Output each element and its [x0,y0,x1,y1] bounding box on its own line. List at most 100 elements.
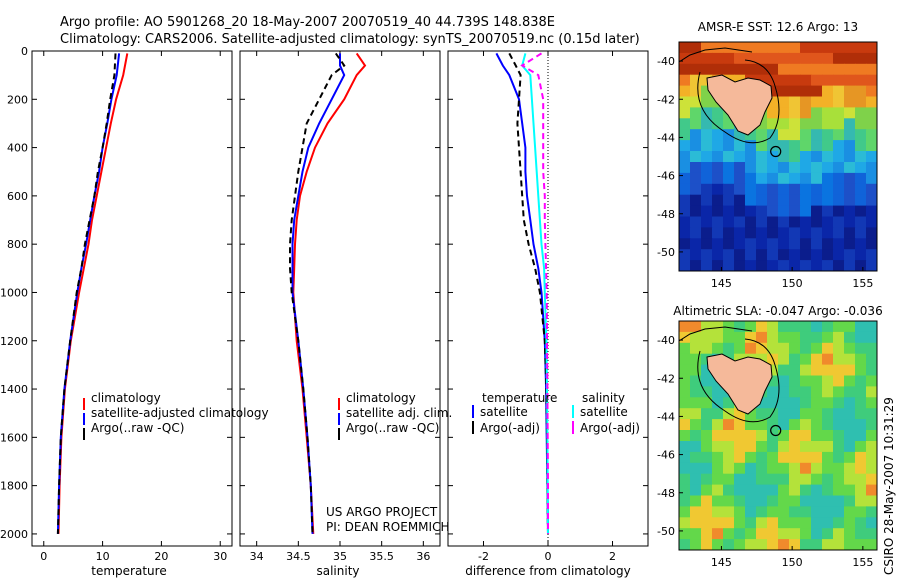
map-cell [855,162,867,174]
map-cell [745,506,757,518]
map-cell [866,172,877,185]
map-cell [756,227,768,239]
map-cell [767,107,779,119]
map-cell [701,397,713,409]
series-line-argo-raw-qc- [289,52,346,534]
map-cell [690,118,702,130]
difference-legend: temperature salinity satellite Argo(-adj… [472,391,640,435]
map-cell [723,397,735,409]
map-cell [800,249,812,261]
map-cell [822,430,834,442]
map-cell [811,495,823,507]
map-cell [767,118,779,130]
map-cell [800,451,812,464]
map-cell [767,517,779,529]
map-cell [844,321,856,333]
map-cell [833,63,845,76]
map-cell [690,364,702,377]
map-cell [855,321,867,333]
map-cell [855,129,867,141]
y-tick-label: 400 [7,142,28,155]
map-cell [745,462,757,475]
map-cell [811,74,823,87]
map-cell [844,140,856,152]
map-cell [811,151,823,163]
map-cell [679,353,691,366]
map-cell [723,238,735,250]
map-cell [855,539,867,550]
map-cell [767,249,779,261]
x-tick-label: 2 [609,550,616,563]
map-y-tick-label: -40 [657,334,675,347]
map-cell [712,249,724,261]
map-cell [866,342,877,355]
map-cell [833,85,845,98]
map-cell [833,517,845,529]
map-cell [866,238,877,250]
map-cell [800,430,812,442]
map-cell [767,430,779,442]
map-cell [690,430,702,442]
map-cell [855,506,867,518]
map-cell [822,140,834,152]
map-cell [723,227,735,239]
map-cell [833,118,845,130]
map-cell [701,408,713,420]
map-cell [756,342,768,355]
map-cell [756,140,768,152]
map-cell [679,194,691,207]
map-cell [822,408,834,420]
map-cell [789,260,801,271]
map-cell [701,260,713,271]
map-cell [833,375,845,387]
map-cell [690,107,702,119]
map-cell [800,331,812,344]
map-cell [778,107,790,119]
map-cell [679,260,691,271]
map-cell [756,506,768,518]
map-cell [844,528,856,540]
map-cell [734,430,746,442]
map-cell [800,441,812,453]
map-cell [844,85,856,98]
map-cell [756,462,768,475]
bathymetry-contour [697,59,780,144]
map-cell [844,42,856,54]
map-cell [833,194,845,207]
map-cell [778,386,790,398]
map-cell [855,528,867,540]
temperature-panel: temperature 0 10 20 30 0 200 400 600 800 1000 1200… [0,45,269,578]
map-cell [690,495,702,507]
map-cell [822,441,834,453]
map-cell [767,539,779,550]
map-cell [800,386,812,398]
map-cell [822,342,834,355]
map-cell [800,321,812,333]
map-cell [767,495,779,507]
map-cell [811,321,823,333]
map-cell [778,260,790,271]
series-line-climatology [292,52,367,534]
map-cell [690,151,702,163]
map-cell [800,528,812,540]
map-cell [701,42,713,54]
series-line-satellite-adj-clim- [291,53,346,534]
map-cell [690,42,702,54]
map-cell [701,129,713,141]
map-cell [866,528,877,540]
map-cell [778,52,790,65]
map-cell [679,430,691,442]
map-cell [800,52,812,65]
map-cell [822,528,834,540]
map-cell [833,386,845,398]
map-cell [712,183,724,196]
map-cell [800,172,812,185]
map-cell [756,42,768,54]
y-tick-label: 800 [7,238,28,251]
argo-position-marker [770,424,782,437]
map-cell [789,194,801,207]
map-y-tick-label: -44 [657,131,675,144]
map-cell [690,129,702,141]
map-cell [844,430,856,442]
salinity-xlabel: salinity [316,564,359,578]
